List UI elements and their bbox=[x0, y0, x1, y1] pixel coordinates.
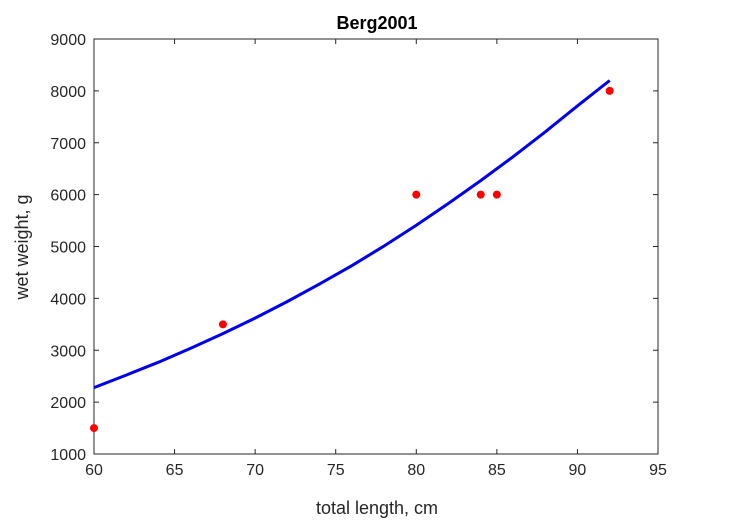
x-tick-label: 95 bbox=[649, 462, 667, 479]
data-point bbox=[476, 190, 485, 199]
y-tick-label: 7000 bbox=[50, 136, 86, 153]
x-tick-label: 75 bbox=[327, 462, 345, 479]
data-point bbox=[90, 424, 98, 433]
plot-area bbox=[93, 38, 659, 455]
x-axis-label: total length, cm bbox=[316, 498, 438, 518]
data-point bbox=[218, 320, 227, 329]
x-tick-label: 85 bbox=[488, 462, 506, 479]
y-axis-label: wet weight, g bbox=[12, 194, 32, 300]
fit-line bbox=[93, 79, 611, 389]
y-tick-label: 4000 bbox=[50, 291, 86, 308]
y-tick-label: 9000 bbox=[50, 32, 86, 49]
y-tick-label: 1000 bbox=[50, 447, 86, 464]
y-tick-label: 5000 bbox=[50, 240, 86, 257]
data-point bbox=[605, 86, 614, 95]
ticks: 60 65 70 75 80 85 90 95 1000 2000 3000 4000 5000 6000… bbox=[50, 32, 667, 479]
x-tick-label: 90 bbox=[569, 462, 587, 479]
x-tick-label: 60 bbox=[85, 462, 103, 479]
data-point bbox=[412, 190, 421, 199]
y-tick-label: 8000 bbox=[50, 84, 86, 101]
chart-title: Berg2001 bbox=[336, 13, 417, 33]
data-points bbox=[90, 86, 614, 433]
x-tick-label: 70 bbox=[246, 462, 264, 479]
y-tick-label: 6000 bbox=[50, 188, 86, 205]
y-tick-label: 3000 bbox=[50, 343, 86, 360]
x-tick-label: 80 bbox=[407, 462, 425, 479]
x-tick-label: 65 bbox=[166, 462, 184, 479]
fit-curve bbox=[93, 79, 611, 389]
y-tick-label: 2000 bbox=[50, 395, 86, 412]
data-point bbox=[492, 190, 501, 199]
